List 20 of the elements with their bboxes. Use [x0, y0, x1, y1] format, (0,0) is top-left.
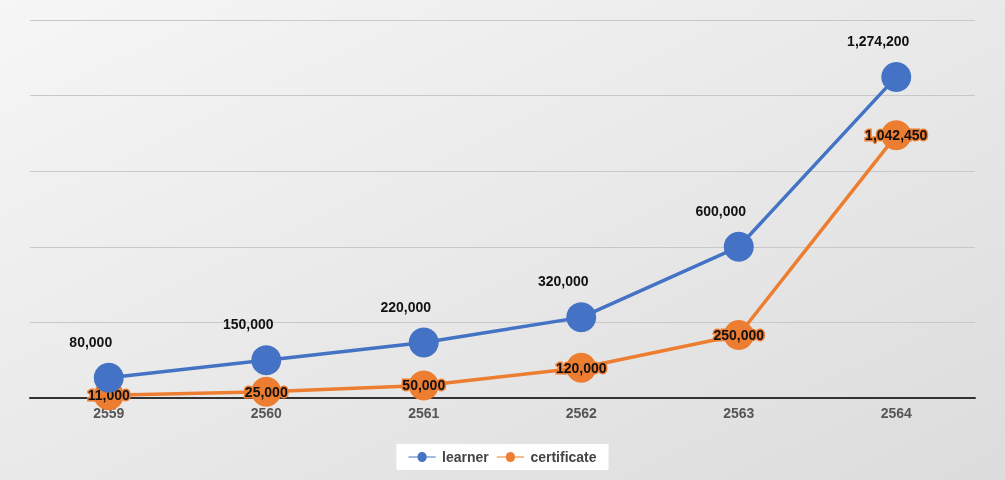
- legend-label: certificate: [530, 449, 597, 465]
- x-tick-label: 2562: [565, 405, 598, 421]
- data-label: 150,000: [222, 316, 274, 333]
- x-tick-label: 2560: [250, 405, 283, 421]
- data-label: 320,000: [537, 273, 589, 290]
- legend-label: learner: [442, 449, 490, 465]
- data-label: 600,000: [695, 202, 747, 219]
- point: [566, 302, 597, 333]
- x-tick-label: 2561: [408, 405, 440, 421]
- point: [881, 61, 912, 92]
- data-label: 1,274,200: [847, 32, 910, 49]
- point: [723, 231, 754, 262]
- point: [251, 345, 282, 376]
- data-label: 25,000: [244, 383, 288, 400]
- data-label: 50,000: [402, 377, 446, 394]
- data-label: 80,000: [69, 333, 113, 350]
- x-tick-label: 2564: [880, 405, 913, 421]
- data-label: 220,000: [380, 298, 432, 315]
- x-tick-label: 2563: [723, 405, 755, 421]
- point: [408, 327, 439, 358]
